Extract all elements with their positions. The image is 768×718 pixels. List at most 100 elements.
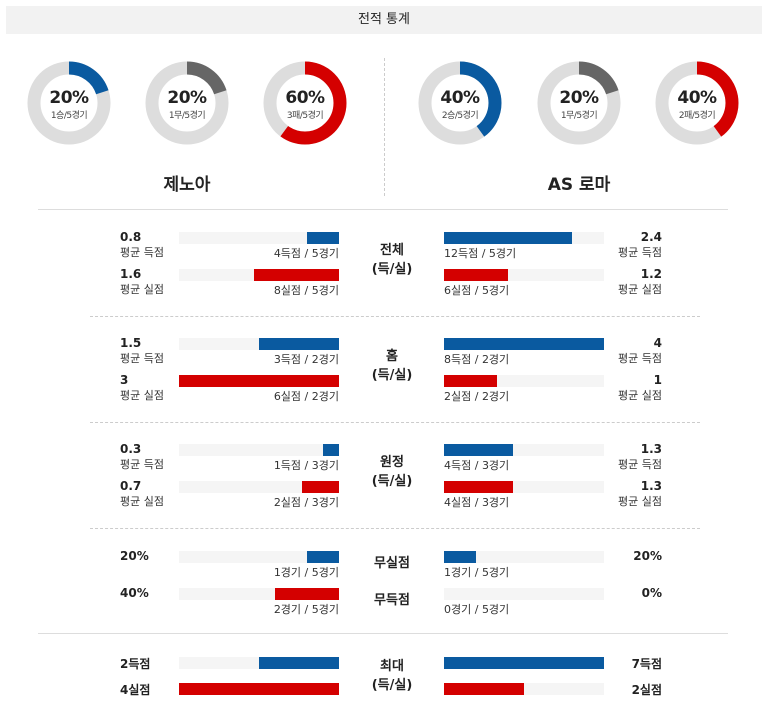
- donut-segment: [418, 61, 502, 145]
- donut-caption: 1무/5경기: [560, 111, 598, 121]
- home-max-scored-value: 2득점: [120, 657, 151, 671]
- away-noscore-caption: 0경기 / 5경기: [444, 603, 510, 616]
- away-scored-bar: [444, 338, 604, 350]
- away-scored-bar: [444, 444, 513, 456]
- category-title: 전체: [380, 243, 404, 258]
- home-cleansheet-bar: [307, 551, 339, 563]
- away-cleansheet-track: [444, 551, 604, 563]
- home-conceded-caption: 2실점 / 3경기: [273, 496, 339, 509]
- home-scored-value: 1.5: [120, 336, 142, 350]
- home-conceded-value: 0.7: [120, 479, 142, 493]
- away-conceded-bar: [444, 481, 513, 493]
- home-scored-caption: 1득점 / 3경기: [273, 459, 339, 472]
- donut-percent: 20%: [559, 88, 599, 108]
- away-cleansheet-bar: [444, 551, 476, 563]
- away-max-conceded-track: [444, 683, 604, 695]
- category-title: 최대: [380, 659, 404, 674]
- donut-percent: 60%: [285, 88, 325, 108]
- away-conceded-bar: [444, 269, 508, 281]
- donut-percent: 20%: [49, 88, 89, 108]
- home-scored-bar: [307, 232, 339, 244]
- home-max-scored-track: [179, 657, 339, 669]
- donut-ring: [537, 61, 621, 145]
- away-scored-track: [444, 232, 604, 244]
- away-conceded-caption: 6실점 / 5경기: [444, 284, 510, 297]
- away-scored-caption: 8득점 / 2경기: [444, 353, 510, 366]
- max-label: 최대 (득/실): [354, 657, 430, 695]
- home-scored-track: [179, 232, 339, 244]
- donut-percent: 40%: [677, 88, 717, 108]
- category-label: 원정 (득/실): [354, 453, 430, 491]
- home-conceded-label: 평균 실점: [120, 389, 164, 402]
- section-divider: [90, 422, 700, 423]
- home-scored-track: [179, 444, 339, 456]
- home-conceded-track: [179, 375, 339, 387]
- home-scored-bar: [323, 444, 339, 456]
- away-loss-donut: 40% 2패/5경기: [655, 61, 739, 145]
- home-conceded-bar: [302, 481, 339, 493]
- home-scored-caption: 3득점 / 2경기: [273, 353, 339, 366]
- category-subtitle: (득/실): [371, 262, 413, 277]
- away-conceded-label: 평균 실점: [618, 389, 662, 402]
- donut-caption: 2승/5경기: [441, 111, 479, 121]
- donut-segment: [263, 61, 347, 145]
- home-conceded-value: 3: [120, 373, 129, 387]
- home-max-scored-bar: [259, 657, 339, 669]
- home-conceded-track: [179, 269, 339, 281]
- cleansheet-label: 무실점: [374, 556, 410, 571]
- away-scored-label: 평균 득점: [618, 352, 662, 365]
- home-max-conceded-bar: [179, 683, 339, 695]
- noscore-label: 무득점: [374, 593, 410, 608]
- donut-ring: [145, 61, 229, 145]
- away-scored-track: [444, 338, 604, 350]
- away-scored-bar: [444, 232, 572, 244]
- team-divider: [384, 58, 385, 196]
- away-conceded-value: 1.3: [640, 479, 662, 493]
- home-conceded-label: 평균 실점: [120, 495, 164, 508]
- away-conceded-label: 평균 실점: [618, 283, 662, 296]
- away-scored-caption: 4득점 / 3경기: [444, 459, 510, 472]
- home-cleansheet-caption: 1경기 / 5경기: [273, 566, 339, 579]
- home-scored-label: 평균 득점: [120, 458, 164, 471]
- home-scored-track: [179, 338, 339, 350]
- home-conceded-bar: [179, 375, 339, 387]
- away-conceded-track: [444, 481, 604, 493]
- home-scored-value: 0.8: [120, 230, 142, 244]
- home-scored-caption: 4득점 / 5경기: [273, 247, 339, 260]
- away-conceded-track: [444, 375, 604, 387]
- home-noscore-bar: [275, 588, 339, 600]
- away-noscore-track: [444, 588, 604, 600]
- away-scored-label: 평균 득점: [618, 458, 662, 471]
- home-conceded-bar: [254, 269, 339, 281]
- away-cleansheet-caption: 1경기 / 5경기: [444, 566, 510, 579]
- donut-percent: 40%: [440, 88, 480, 108]
- divider: [38, 633, 728, 634]
- category-subtitle: (득/실): [371, 368, 413, 383]
- away-win-donut: 40% 2승/5경기: [418, 61, 502, 145]
- away-noscore-value: 0%: [641, 586, 662, 600]
- away-cleansheet-value: 20%: [633, 549, 662, 563]
- stats-header: 전적 통계: [6, 6, 762, 34]
- away-conceded-bar: [444, 375, 497, 387]
- donut-ring: [655, 61, 739, 145]
- home-max-conceded-value: 4실점: [120, 683, 151, 697]
- home-loss-donut: 60% 3패/5경기: [263, 61, 347, 145]
- donut-segment: [27, 61, 111, 145]
- category-title: 원정: [380, 455, 404, 470]
- home-noscore-track: [179, 588, 339, 600]
- away-team-name: AS 로마: [547, 175, 611, 195]
- away-conceded-caption: 4실점 / 3경기: [444, 496, 510, 509]
- donut-caption: 1무/5경기: [168, 111, 206, 121]
- divider: [38, 209, 728, 210]
- away-conceded-caption: 2실점 / 2경기: [444, 390, 510, 403]
- donut-caption: 1승/5경기: [50, 111, 88, 121]
- away-max-conceded-value: 2실점: [631, 683, 662, 697]
- away-scored-track: [444, 444, 604, 456]
- category-subtitle: (득/실): [371, 474, 413, 489]
- away-max-scored-value: 7득점: [631, 657, 662, 671]
- home-scored-label: 평균 득점: [120, 352, 164, 365]
- home-scored-label: 평균 득점: [120, 246, 164, 259]
- donut-segment: [537, 61, 621, 145]
- home-noscore-value: 40%: [120, 586, 149, 600]
- donut-percent: 20%: [167, 88, 207, 108]
